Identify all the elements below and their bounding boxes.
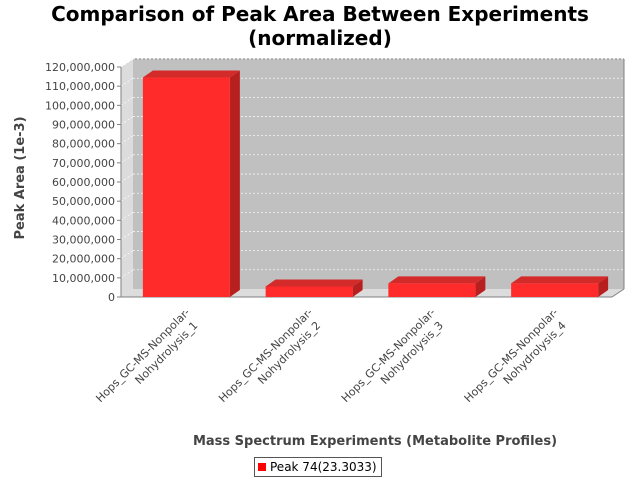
bar xyxy=(265,286,353,297)
x-axis-depth-line xyxy=(611,288,625,298)
chart-title: Comparison of Peak Area Between Experime… xyxy=(0,2,640,50)
bar-side xyxy=(229,70,240,298)
y-tick-label: 120,000,000 xyxy=(45,61,115,74)
bar-top xyxy=(511,276,609,284)
bar xyxy=(511,283,599,297)
y-tick-label: 60,000,000 xyxy=(52,176,115,189)
y-tick-label: 50,000,000 xyxy=(52,195,115,208)
legend-label: Peak 74(23.3033) xyxy=(270,460,377,474)
y-gridline-depth xyxy=(120,173,134,183)
chart-title-line-2: (normalized) xyxy=(248,26,392,50)
bar xyxy=(388,283,476,297)
y-gridline-depth xyxy=(120,192,134,202)
y-tick-label: 10,000,000 xyxy=(52,272,115,285)
bar xyxy=(142,77,230,298)
y-gridline-depth xyxy=(120,135,134,144)
y-gridline-depth xyxy=(120,250,134,259)
y-tick-label: 90,000,000 xyxy=(52,119,115,132)
plot-floor xyxy=(121,289,624,297)
y-tick-label: 30,000,000 xyxy=(52,234,115,247)
y-gridline-depth xyxy=(120,58,134,68)
y-tick-label: 110,000,000 xyxy=(45,80,115,93)
y-gridline-depth xyxy=(120,154,134,164)
x-tick-label: Hops_GC-MS-Nonpolar- xyxy=(462,306,561,405)
plot-left-wall xyxy=(121,59,133,297)
y-tick-label: 70,000,000 xyxy=(52,157,115,170)
bar-top xyxy=(265,279,363,287)
y-gridline-depth xyxy=(120,97,134,106)
chart-title-line-1: Comparison of Peak Area Between Experime… xyxy=(51,2,589,26)
y-tick-label: 80,000,000 xyxy=(52,138,115,151)
y-gridline-depth xyxy=(120,231,134,240)
y-gridline-depth xyxy=(120,116,134,125)
x-tick-label: Hops_GC-MS-Nonpolar- xyxy=(216,306,315,405)
bar-side xyxy=(598,276,609,297)
y-tick-label: 0 xyxy=(108,291,115,304)
y-gridline-depth xyxy=(120,77,134,87)
bar-side xyxy=(352,279,363,297)
y-gridline-depth xyxy=(120,212,134,221)
y-gridline-depth xyxy=(120,269,134,279)
x-axis-title: Mass Spectrum Experiments (Metabolite Pr… xyxy=(193,434,557,449)
y-axis-title: Peak Area (1e-3) xyxy=(13,116,28,239)
bar-top xyxy=(142,70,240,78)
y-tick-label: 20,000,000 xyxy=(52,253,115,266)
x-tick-label: Hops_GC-MS-Nonpolar- xyxy=(339,306,438,405)
bar-top xyxy=(388,276,486,284)
legend: Peak 74(23.3033) xyxy=(254,457,382,477)
x-tick-label: Hops_GC-MS-Nonpolar- xyxy=(93,306,192,405)
bar-side xyxy=(475,276,486,297)
legend-swatch xyxy=(258,463,266,471)
y-tick-label: 100,000,000 xyxy=(45,99,115,112)
y-tick-label: 40,000,000 xyxy=(52,214,115,227)
